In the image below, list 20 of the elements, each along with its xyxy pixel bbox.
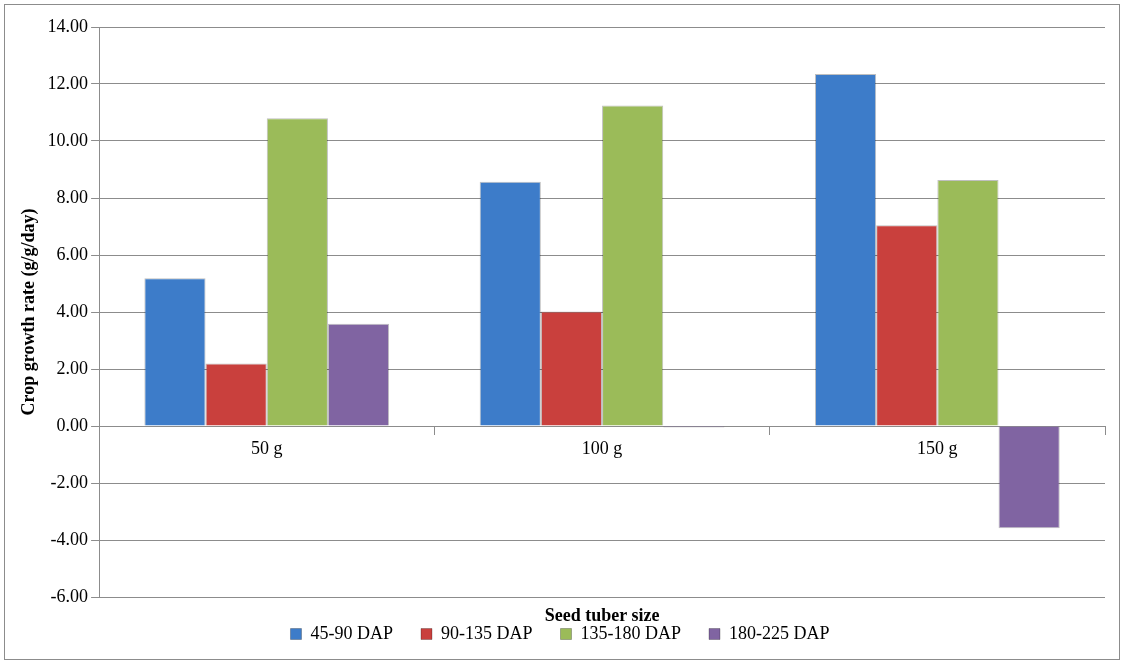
y-tick-label: 6.00: [56, 243, 89, 264]
y-tick-label: -2.00: [50, 471, 89, 492]
x-axis-title: Seed tuber size: [544, 604, 660, 625]
y-tick-label: 12.00: [47, 72, 89, 93]
y-tick-label: -4.00: [50, 528, 89, 549]
y-tick-label: 10.00: [47, 129, 89, 150]
y-tick-label: 4.00: [56, 300, 89, 321]
y-axis-title: Crop growth rate (g/g/day): [18, 208, 40, 416]
x-tick-label: 150 g: [917, 437, 958, 458]
x-tick-label: 100 g: [581, 437, 623, 458]
y-tick-label: 0.00: [56, 414, 89, 435]
legend-label: 180-225 DAP: [729, 622, 830, 643]
y-tick-label: -6.00: [50, 585, 89, 606]
y-tick-label: 14.00: [47, 15, 89, 36]
x-tick-label: 50 g: [251, 437, 283, 458]
legend-label: 90-135 DAP: [441, 622, 533, 643]
legend-label: 135-180 DAP: [580, 622, 682, 643]
y-tick-label: 8.00: [56, 186, 89, 207]
y-tick-label: 2.00: [56, 357, 89, 378]
legend-label: 45-90 DAP: [310, 622, 394, 643]
